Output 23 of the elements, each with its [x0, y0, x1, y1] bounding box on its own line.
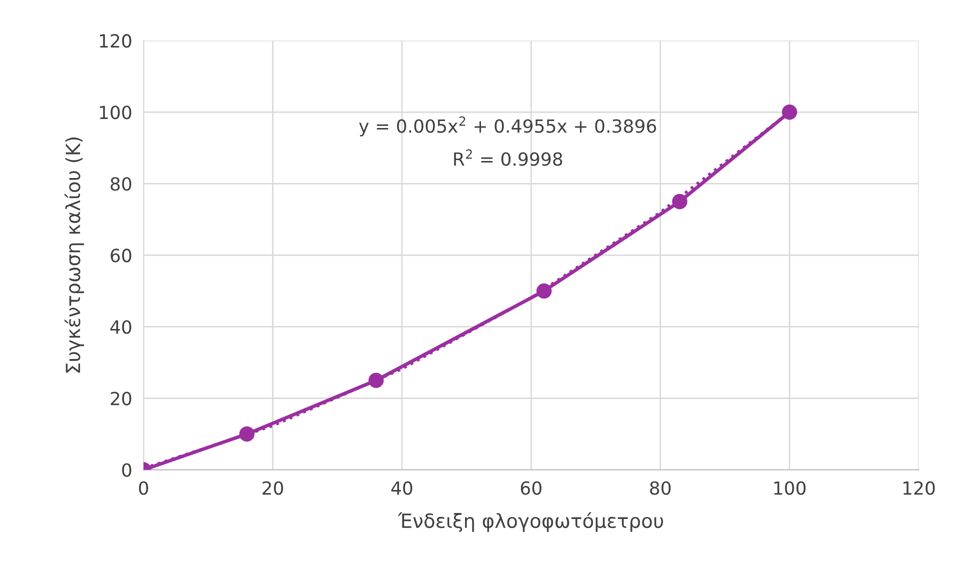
y-axis-title: Συγκέντρωση καλίου (K) — [64, 138, 84, 373]
y-tick-label: 0 — [122, 463, 132, 477]
point — [536, 283, 552, 299]
point — [672, 194, 688, 210]
y-tick-label: 80 — [110, 177, 132, 191]
annotation: y = 0.005x$^{2}$ + 0.4955x + 0.3896 — [359, 116, 656, 136]
y-tick-label: 20 — [110, 392, 132, 406]
x-tick-label: 80 — [650, 481, 671, 495]
x-tick-label: 100 — [774, 481, 806, 495]
y-tick-label: 100 — [100, 106, 132, 120]
y-tick-label: 120 — [100, 34, 132, 48]
annotation: R$^{2}$ = 0.9998 — [454, 149, 562, 166]
x-tick-label: 20 — [262, 481, 284, 495]
x-axis-title: Ένδειξη φλογοφωτόμετρου — [398, 512, 664, 532]
x-tick-label: 120 — [903, 481, 935, 495]
x-tick-label: 60 — [520, 481, 542, 495]
point — [239, 426, 255, 442]
point — [782, 104, 798, 120]
point — [368, 372, 384, 388]
y-tick-label: 60 — [110, 248, 132, 262]
y-tick-label: 40 — [110, 320, 132, 334]
x-tick-label: 40 — [391, 481, 412, 495]
x-tick-label: 0 — [138, 481, 148, 495]
